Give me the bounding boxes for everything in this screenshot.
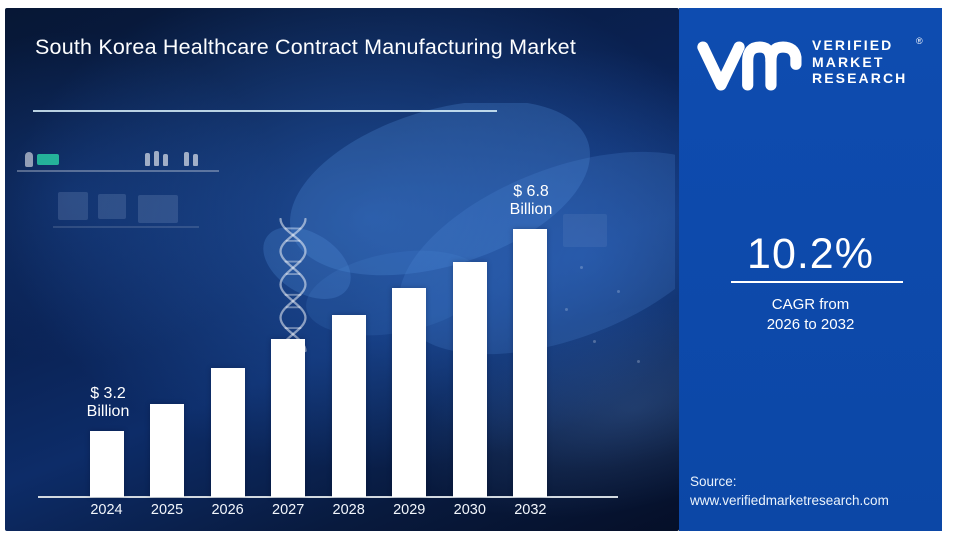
page-title: South Korea Healthcare Contract Manufact… <box>35 35 577 59</box>
brand-panel: VERIFIED MARKET RESEARCH ® 10.2% CAGR fr… <box>679 8 942 531</box>
value-unit: Billion <box>86 403 130 420</box>
cagr-value: 10.2% <box>747 230 874 278</box>
x-tick-label: 2028 <box>332 502 365 518</box>
value-amount: $ 6.8 <box>513 183 549 200</box>
x-tick-label: 2026 <box>211 502 244 518</box>
bar-2026 <box>210 368 245 497</box>
bar-value-label-2032: $ 6.8 Billion <box>486 183 576 219</box>
x-tick-label: 2030 <box>453 502 486 518</box>
bar-2025 <box>150 404 185 497</box>
x-tick-label: 2024 <box>90 502 123 518</box>
brand-name: VERIFIED MARKET RESEARCH <box>812 37 907 87</box>
brand-name-line: MARKET <box>812 53 885 70</box>
bar-value-label-2024: $ 3.2 Billion <box>63 385 153 421</box>
source-url: www.verifiedmarketresearch.com <box>690 492 889 508</box>
bar-2024 <box>89 431 124 497</box>
registered-trademark-icon: ® <box>916 36 923 46</box>
x-axis-line <box>38 496 618 498</box>
source-attribution: Source: www.verifiedmarketresearch.com <box>690 473 935 510</box>
x-tick-label: 2027 <box>272 502 305 518</box>
bar-2029 <box>392 288 427 497</box>
brand-name-line: VERIFIED <box>812 37 894 53</box>
bar-2030 <box>452 262 487 497</box>
x-tick-label: 2032 <box>514 502 547 518</box>
cagr-caption-line2: 2026 to 2032 <box>766 315 855 333</box>
value-unit: Billion <box>509 201 553 218</box>
source-label: Source: <box>690 474 737 489</box>
bar-2027 <box>271 339 306 497</box>
stat-divider <box>731 281 903 283</box>
cagr-caption-line1: CAGR from <box>771 296 850 313</box>
x-tick-label: 2029 <box>393 502 426 518</box>
cagr-caption: CAGR from 2026 to 2032 <box>679 295 942 334</box>
title-underline <box>33 110 497 112</box>
x-tick-label: 2025 <box>150 502 184 518</box>
value-amount: $ 3.2 <box>90 385 126 402</box>
vmr-monogram-icon <box>697 41 802 91</box>
bar-2032 <box>513 229 548 497</box>
bar-2028 <box>331 315 366 497</box>
brand-name-line: RESEARCH <box>812 70 908 86</box>
